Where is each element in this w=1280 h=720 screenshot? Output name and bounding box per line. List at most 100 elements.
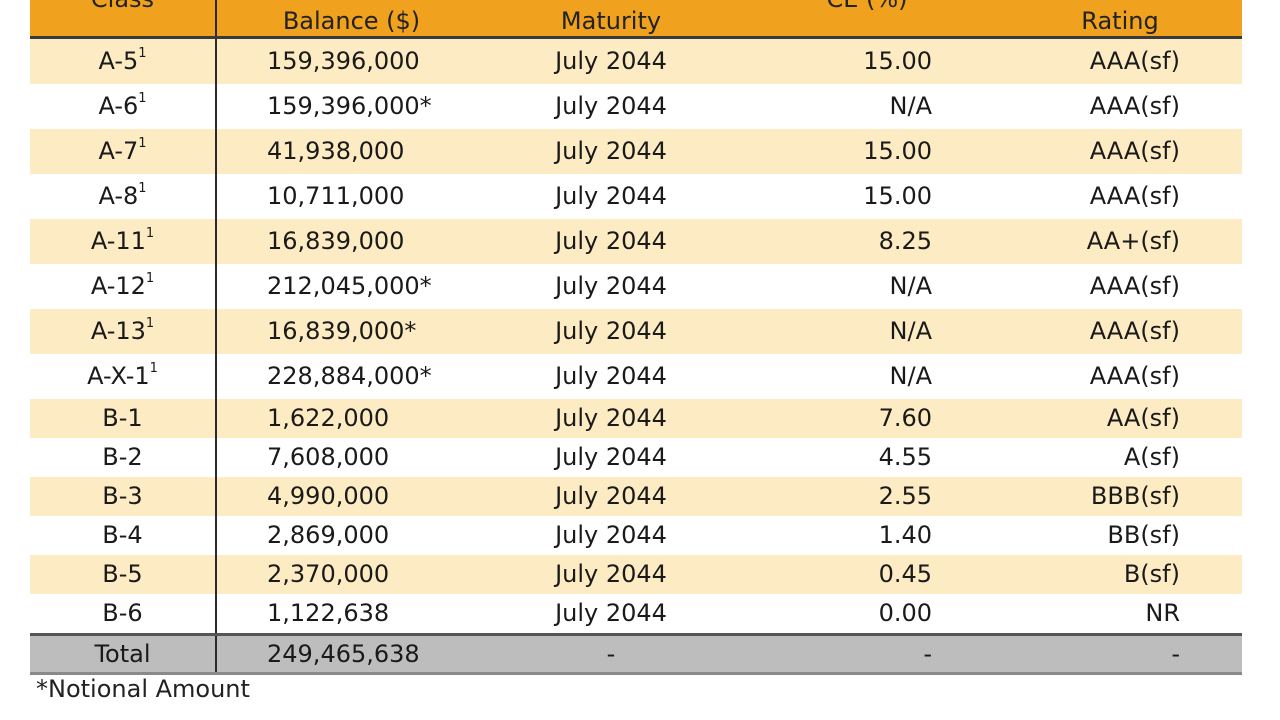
footnote-marker: 1	[149, 360, 158, 376]
ce-cell: N/A	[736, 308, 998, 354]
balance-cell: 1,622,000	[216, 398, 486, 438]
table-row: B-1 1,622,000 July 2044 7.60 AA(sf)	[30, 398, 1242, 438]
table-row: B-4 2,869,000 July 2044 1.40 BB(sf)	[30, 515, 1242, 555]
maturity-cell: July 2044	[486, 398, 736, 438]
balance-cell: 159,396,000*	[216, 83, 486, 129]
footnote-marker: 1	[145, 225, 155, 241]
balance-cell: 16,839,000*	[216, 308, 486, 354]
header-balance: Balance ($)	[282, 7, 421, 35]
class-cell: A-X-11	[30, 353, 217, 399]
balance-cell: 2,370,000	[216, 554, 486, 594]
ce-cell: 7.60	[736, 398, 998, 438]
balance-cell: 16,839,000	[216, 218, 486, 264]
table-row: A-131 16,839,000* July 2044 N/A AAA(sf)	[30, 308, 1242, 354]
footnote-marker: 1	[138, 90, 147, 106]
ce-cell: 8.25	[736, 218, 998, 264]
rating-cell: AAA(sf)	[998, 173, 1242, 219]
rating-cell: AAA(sf)	[998, 353, 1242, 399]
ratings-table: Class Balance ($) Maturity CE (%) Rating…	[30, 0, 1242, 675]
maturity-cell: July 2044	[486, 308, 736, 354]
table-row: B-5 2,370,000 July 2044 0.45 B(sf)	[30, 554, 1242, 594]
class-cell: A-131	[30, 308, 217, 354]
class-cell: B-2	[30, 437, 217, 477]
total-rating: -	[998, 632, 1242, 675]
ce-cell: 1.40	[736, 515, 998, 555]
ce-cell: 15.00	[736, 128, 998, 174]
total-row: Total 249,465,638- - -	[30, 632, 1242, 675]
rating-cell: NR	[998, 593, 1242, 634]
balance-cell: 41,938,000	[216, 128, 486, 174]
class-cell: A-121	[30, 263, 217, 309]
rating-cell: B(sf)	[998, 554, 1242, 594]
ce-cell: 0.00	[736, 593, 998, 634]
footnote-marker: 1	[145, 315, 155, 331]
maturity-cell: July 2044	[486, 83, 736, 129]
rating-cell: AA+(sf)	[998, 218, 1242, 264]
maturity-cell: July 2044	[486, 476, 736, 516]
ce-cell: N/A	[736, 83, 998, 129]
maturity-cell: July 2044	[486, 554, 736, 594]
footnote-marker: 1	[138, 180, 147, 196]
ce-cell: 15.00	[736, 37, 998, 84]
rating-cell: AA(sf)	[998, 398, 1242, 438]
rating-cell: AAA(sf)	[998, 308, 1242, 354]
table-header-row: Class Balance ($) Maturity CE (%) Rating	[30, 0, 1242, 37]
maturity-cell: July 2044	[486, 263, 736, 309]
balance-cell: 4,990,000	[216, 476, 486, 516]
ce-cell: 0.45	[736, 554, 998, 594]
maturity-cell: July 2044	[486, 37, 736, 84]
total-maturity: -	[486, 632, 736, 675]
table-body: A-51 159,396,000 July 2044 15.00 AAA(sf) A-61…	[30, 37, 1242, 675]
footnote-notional: *Notional Amount	[36, 675, 250, 703]
class-cell: A-71	[30, 128, 217, 174]
ce-cell: N/A	[736, 353, 998, 399]
maturity-cell: July 2044	[486, 437, 736, 477]
footnote-marker: 1	[145, 270, 155, 286]
table-row: A-71 41,938,000 July 2044 15.00 AAA(sf)	[30, 128, 1242, 174]
rating-cell: AAA(sf)	[998, 37, 1242, 84]
footnote-marker: 1	[138, 45, 147, 61]
ce-cell: 4.55	[736, 437, 998, 477]
table-row: B-2 7,608,000 July 2044 4.55 A(sf)	[30, 437, 1242, 477]
rating-cell: BB(sf)	[998, 515, 1242, 555]
maturity-cell: July 2044	[486, 593, 736, 634]
class-cell: B-4	[30, 515, 217, 555]
balance-cell: 1,122,638	[216, 593, 486, 634]
header-maturity: Maturity	[560, 7, 662, 35]
table-row: B-6 1,122,638 July 2044 0.00 NR	[30, 593, 1242, 634]
class-cell: B-1	[30, 398, 217, 438]
balance-cell: 159,396,000	[216, 37, 486, 84]
maturity-cell: July 2044	[486, 515, 736, 555]
header-rating: Rating	[1081, 7, 1159, 35]
total-label: Total	[30, 632, 217, 675]
balance-cell: 7,608,000	[216, 437, 486, 477]
header-ce: CE (%)	[736, 0, 998, 37]
ratings-table-container: Class Balance ($) Maturity CE (%) Rating…	[30, 0, 1242, 675]
balance-cell: 212,045,000*	[216, 263, 486, 309]
balance-cell: 228,884,000*	[216, 353, 486, 399]
total-ce: -	[736, 632, 998, 675]
total-balance: 249,465,638	[216, 632, 486, 675]
maturity-cell: July 2044	[486, 218, 736, 264]
table-row: A-111 16,839,000 July 2044 8.25 AA+(sf)	[30, 218, 1242, 264]
ce-cell: N/A	[736, 263, 998, 309]
header-class: Class	[30, 0, 217, 37]
table-row: A-51 159,396,000 July 2044 15.00 AAA(sf)	[30, 37, 1242, 84]
class-cell: A-61	[30, 83, 217, 129]
rating-cell: A(sf)	[998, 437, 1242, 477]
rating-cell: AAA(sf)	[998, 128, 1242, 174]
table-row: A-61 159,396,000* July 2044 N/A AAA(sf)	[30, 83, 1242, 129]
class-cell: B-6	[30, 593, 217, 634]
class-cell: A-111	[30, 218, 217, 264]
ce-cell: 2.55	[736, 476, 998, 516]
class-cell: A-81	[30, 173, 217, 219]
maturity-cell: July 2044	[486, 353, 736, 399]
balance-cell: 2,869,000	[216, 515, 486, 555]
table-row: B-3 4,990,000 July 2044 2.55 BBB(sf)	[30, 476, 1242, 516]
table-row: A-81 10,711,000 July 2044 15.00 AAA(sf)	[30, 173, 1242, 219]
maturity-cell: July 2044	[486, 128, 736, 174]
rating-cell: AAA(sf)	[998, 83, 1242, 129]
table-row: A-121 212,045,000* July 2044 N/A AAA(sf)	[30, 263, 1242, 309]
rating-cell: BBB(sf)	[998, 476, 1242, 516]
table-row: A-X-11 228,884,000* July 2044 N/A AAA(sf)	[30, 353, 1242, 399]
